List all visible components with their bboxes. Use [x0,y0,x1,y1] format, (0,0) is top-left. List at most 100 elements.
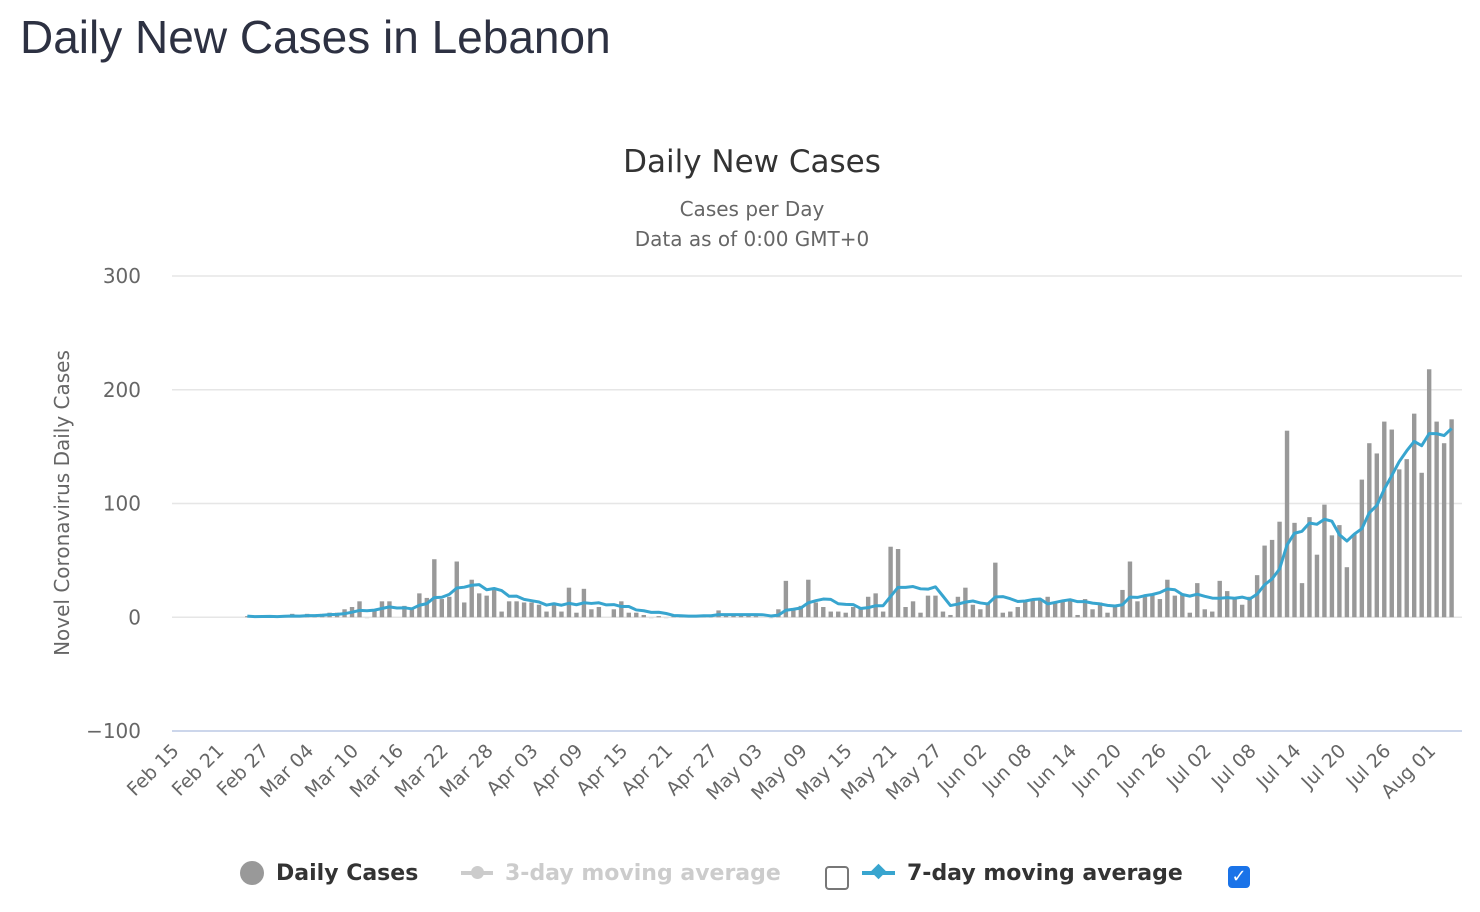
daily-cases-bar [1352,534,1357,618]
line-marker-icon [862,863,895,880]
y-tick-label: 300 [103,264,141,288]
y-tick-label: −100 [86,719,141,743]
daily-cases-bar [596,607,602,618]
x-tick-label: Jun 08 [978,740,1037,799]
daily-cases-bar [1247,596,1252,618]
daily-cases-bar [402,605,407,618]
daily-cases-bar [1367,443,1372,618]
daily-cases-bar [529,602,534,618]
daily-cases-bar [1441,443,1447,618]
daily-cases-bar [506,601,512,618]
chart-subtitle-2: Data as of 0:00 GMT+0 [635,227,870,251]
daily-cases-bar [477,593,482,618]
daily-cases-bar [664,617,669,619]
daily-cases-bar [551,602,557,618]
daily-cases-bar [783,580,789,618]
daily-cases-bar [798,605,804,618]
daily-cases-bar [1075,614,1080,618]
daily-cases-bar [1142,596,1148,618]
x-tick-label: Jul 02 [1162,740,1216,794]
daily-cases-bar [1023,601,1028,618]
daily-cases-bar [1389,429,1394,618]
daily-cases-bar [903,607,908,618]
daily-cases-bar [626,612,631,618]
daily-cases-bar [1322,504,1327,618]
3day-ma-checkbox[interactable] [825,866,849,890]
legend-3day-ma-label: 3-day moving average [505,860,781,886]
daily-cases-bar [439,599,444,618]
daily-cases-bar [753,616,759,618]
daily-cases-bar [1254,575,1260,618]
daily-cases-bar [836,611,841,618]
daily-cases-bar [656,616,661,618]
daily-cases-bar [813,602,818,618]
daily-cases-bar [491,589,497,618]
daily-cases-bar [1210,611,1215,618]
legend-7day-ma[interactable]: 7-day moving average [862,855,1183,891]
daily-cases-bar [1419,472,1424,618]
daily-cases-bar [521,602,527,618]
daily-cases-bar [589,609,594,618]
daily-cases-bar [1262,545,1267,618]
daily-cases-bar [1239,604,1245,618]
daily-cases-bar [1404,459,1409,618]
daily-cases-bar [1412,413,1417,618]
daily-cases-bar [1045,596,1050,618]
x-tick-label: Jul 08 [1207,740,1261,794]
daily-cases-bar [499,611,504,618]
legend-3day-ma[interactable]: 3-day moving average [461,855,781,891]
daily-cases-bar [1112,604,1118,618]
daily-cases-bar [821,607,826,618]
daily-cases-bar [649,617,654,619]
daily-cases-bar [1082,599,1088,618]
daily-cases-bar [1397,469,1402,618]
daily-cases-bar [1060,600,1065,618]
legend-daily-cases[interactable]: Daily Cases [240,855,418,891]
daily-cases-bar [1307,517,1312,618]
daily-cases-bar [1008,611,1013,618]
daily-cases-bar [1187,612,1192,618]
daily-cases-bar [1038,599,1043,618]
daily-cases-bar [432,559,437,618]
daily-cases-bar [1359,479,1365,618]
daily-cases-bar [1195,583,1200,618]
daily-cases-bar [364,617,370,619]
page-title: Daily New Cases in Lebanon [20,11,611,63]
daily-cases-bar [768,617,774,619]
daily-cases-bar [1030,599,1035,618]
daily-cases-bar [544,611,549,618]
x-tick-label: Jun 14 [1023,740,1082,799]
daily-cases-bar [536,604,542,618]
daily-cases-bar [462,602,467,618]
y-tick-label: 100 [103,492,141,516]
daily-cases-bar [1172,595,1178,618]
daily-cases-bar [1449,419,1454,618]
chart-subtitle-1: Cases per Day [680,197,825,221]
daily-cases-bar [1180,594,1185,618]
daily-cases-bar [948,614,953,618]
daily-cases-bar [791,608,796,618]
daily-cases-bar [895,549,901,618]
daily-cases-bar [514,601,519,618]
daily-cases-bar [1284,430,1290,618]
daily-cases-bar [925,595,931,618]
daily-cases-bar [1150,594,1155,618]
daily-cases-bar [634,612,639,618]
daily-cases-bar [641,614,646,618]
daily-cases-bar [1337,525,1342,618]
daily-cases-bar [910,601,916,618]
daily-cases-bar [1127,561,1133,618]
daily-cases-bar [1374,453,1379,618]
chart-title: Daily New Cases [623,144,881,180]
daily-cases-bar [1157,599,1163,618]
daily-cases-bar [1329,535,1335,618]
daily-cases-bar [574,612,579,618]
daily-cases-bar [1202,609,1207,618]
7day-ma-checkbox[interactable]: ✓ [1228,866,1250,888]
x-tick-label: Jun 20 [1067,740,1126,799]
daily-cases-bar [1090,609,1095,618]
daily-cases-bar [1232,599,1237,618]
legend-daily-cases-label: Daily Cases [276,860,419,886]
circle-marker-icon [240,861,264,885]
legend-7day-ma-label: 7-day moving average [907,860,1183,886]
